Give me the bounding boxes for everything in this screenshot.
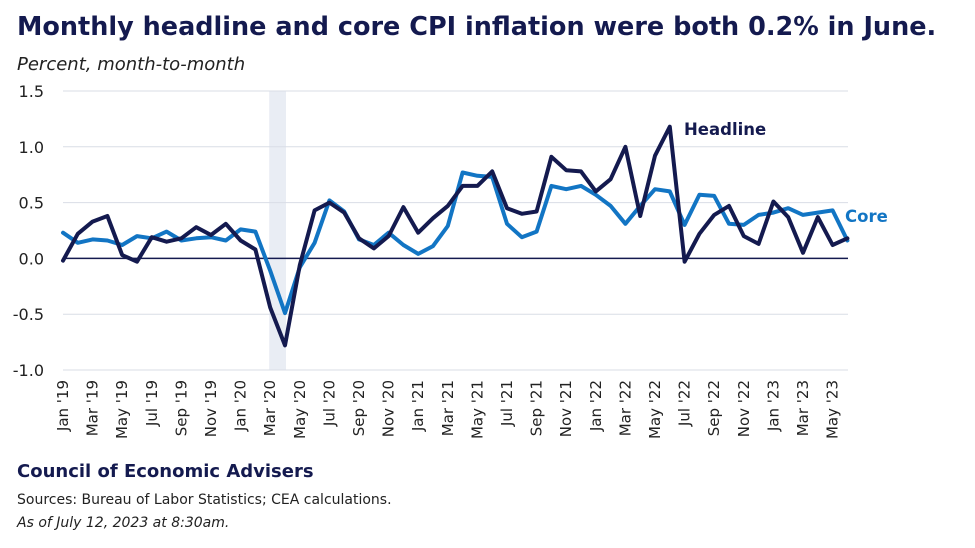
x-tick-label: Jul '19 bbox=[143, 380, 161, 427]
series-annotation-layer: Headline Core bbox=[684, 120, 888, 226]
x-tick-label: May '20 bbox=[291, 380, 309, 439]
as-of-note: As of July 12, 2023 at 8:30am. bbox=[17, 515, 230, 531]
chart-subtitle: Percent, month-to-month bbox=[17, 54, 246, 75]
y-tick-label: 0.0 bbox=[19, 249, 44, 268]
headline-annotation: Headline bbox=[684, 120, 766, 139]
core-annotation: Core bbox=[845, 207, 888, 226]
x-tick-label: Mar '20 bbox=[261, 380, 279, 436]
series-layer bbox=[61, 124, 850, 348]
x-tick-label: Jul '21 bbox=[498, 380, 516, 427]
x-tick-label: Nov '21 bbox=[557, 380, 575, 437]
x-tick-label: Jul '20 bbox=[320, 380, 338, 427]
x-tick-label: Mar '21 bbox=[439, 380, 457, 436]
organization-name: Council of Economic Advisers bbox=[17, 461, 314, 482]
x-tick-label-layer: Jan '19 Mar '19 May '19 Jul '19 Sep '19 Nov '… bbox=[54, 380, 842, 439]
y-tick-label: -1.0 bbox=[13, 361, 44, 380]
x-tick-label: May '22 bbox=[646, 380, 664, 439]
x-tick-label: Sep '21 bbox=[528, 380, 546, 436]
x-tick-label: Sep '20 bbox=[350, 380, 368, 436]
x-tick-label: Sep '19 bbox=[172, 380, 190, 436]
x-tick-label: Jul '22 bbox=[676, 380, 694, 427]
y-tick-label: 1.5 bbox=[19, 82, 44, 101]
x-tick-label: May '19 bbox=[113, 380, 131, 439]
page-title: Monthly headline and core CPI inflation … bbox=[17, 12, 937, 42]
x-tick-label: Mar '19 bbox=[84, 380, 102, 436]
y-tick-label: -0.5 bbox=[13, 305, 44, 324]
cpi-line-chart: 1.5 1.0 0.5 0.0 -0.5 -1.0 Jan '19 Mar '19 May '… bbox=[13, 82, 888, 439]
x-tick-label: Mar '22 bbox=[616, 380, 634, 436]
x-tick-label: Nov '22 bbox=[735, 380, 753, 437]
x-tick-label: Jan '22 bbox=[587, 380, 605, 432]
x-tick-label: Mar '23 bbox=[794, 380, 812, 436]
x-tick-label: Jan '23 bbox=[764, 380, 782, 432]
x-tick-label: May '21 bbox=[468, 380, 486, 439]
x-tick-label: May '23 bbox=[824, 380, 842, 439]
y-tick-label: 0.5 bbox=[19, 194, 44, 213]
x-tick-label: Nov '19 bbox=[202, 380, 220, 437]
x-tick-label: Jan '19 bbox=[54, 380, 72, 432]
y-tick-label: 1.0 bbox=[19, 138, 44, 157]
headline-series-line bbox=[61, 124, 850, 348]
x-tick-label: Jan '21 bbox=[409, 380, 427, 432]
x-tick-label: Sep '22 bbox=[705, 380, 723, 436]
x-tick-label: Nov '20 bbox=[380, 380, 398, 437]
y-tick-label-layer: 1.5 1.0 0.5 0.0 -0.5 -1.0 bbox=[13, 82, 44, 380]
x-tick-label: Jan '20 bbox=[232, 380, 250, 432]
sources-note: Sources: Bureau of Labor Statistics; CEA… bbox=[17, 492, 392, 508]
